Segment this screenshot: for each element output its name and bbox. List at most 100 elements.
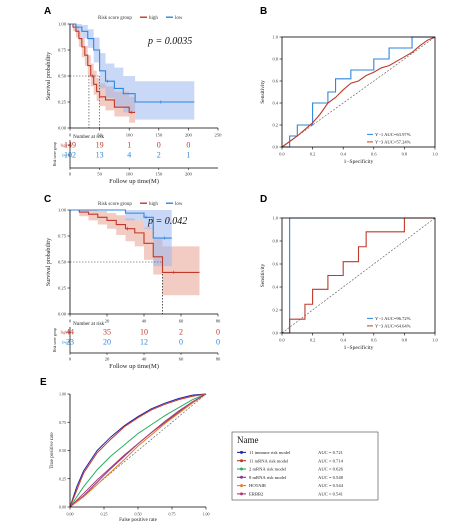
plot-frame — [281, 217, 436, 334]
risk-x-tick-label: 80 — [216, 357, 221, 362]
legend-label: 11 mRNA risk model — [249, 458, 289, 463]
x-tick-label: 0.25 — [101, 512, 108, 517]
risk-count: 44 — [66, 328, 74, 337]
risk-count: 0 — [216, 338, 220, 347]
risk-x-tick-label: 50 — [97, 172, 102, 177]
x-tick-label: 0.6 — [371, 152, 377, 157]
y-tick-label: 0.4 — [273, 285, 279, 290]
y-tick-label: 0.75 — [59, 420, 66, 425]
legend-auc: AUC = 0.541 — [318, 492, 344, 497]
axes-C: 0 20 40 60 80 0.00 0.25 0.50 0.75 1.00 — [58, 208, 221, 324]
plot-frame — [281, 36, 436, 148]
y-tick-label: 1.00 — [58, 22, 67, 27]
x-tick-label: 0.2 — [310, 338, 316, 343]
risk-count: 12 — [140, 338, 148, 347]
x-axis-title: 1−Specificity — [344, 344, 374, 351]
x-tick-label: 0.8 — [402, 152, 408, 157]
x-axis-title: Follow up time(M) — [109, 178, 159, 185]
risk-count: 20 — [103, 338, 111, 347]
legend-frame — [231, 431, 379, 501]
y-tick-label: 0.50 — [59, 448, 66, 453]
risk-count: 1 — [186, 151, 190, 160]
legend-marker — [240, 475, 243, 479]
y-tick-label: 0.6 — [273, 79, 279, 84]
roc-curve — [69, 393, 207, 508]
roc-legend: Y−1 AUC=63.97% Y−3 AUC=57.24% — [367, 132, 411, 145]
legend-marker — [240, 467, 243, 471]
x-tick-label: 0.0 — [279, 338, 285, 343]
y-axis-title: Survival probability — [46, 238, 52, 286]
y-tick-label: 0.75 — [58, 234, 67, 239]
x-tick-label: 0.8 — [402, 338, 408, 343]
risk-count: 19 — [96, 141, 104, 150]
risk-count: 23 — [66, 338, 74, 347]
x-tick-label: 50 — [97, 133, 102, 138]
roc-curve — [69, 393, 207, 508]
risk-count: 2 — [157, 151, 161, 160]
legend-label: ERBB2 — [249, 492, 264, 497]
roc-curve — [69, 393, 207, 508]
legend-label: Y−1 AUC=63.97% — [375, 132, 411, 137]
y-axis-title: Survival probability — [46, 52, 52, 100]
x-axis-title: Follow up time(M) — [109, 363, 159, 370]
reference-diagonal — [281, 217, 436, 334]
x-tick-label: 1.00 — [203, 512, 210, 517]
risk-row-label: low — [62, 341, 68, 345]
risk-row-label: low — [62, 154, 68, 158]
legend-label: Y−1 AUC=96.72% — [375, 316, 411, 321]
y-tick-label: 1.0 — [273, 35, 279, 40]
y-tick-label: 1.0 — [273, 216, 279, 221]
y-tick-label: 1.00 — [59, 392, 66, 397]
y-axis-title: Sensitivity — [260, 263, 266, 287]
x-tick-label: 40 — [142, 319, 147, 324]
y-tick-label: 1.00 — [58, 208, 67, 213]
x-tick-label: 20 — [105, 319, 110, 324]
km-curve-low — [70, 209, 172, 239]
risk-count: 102 — [64, 151, 76, 160]
risk-x-tick-label: 0 — [69, 357, 72, 362]
x-tick-label: 0.75 — [169, 512, 176, 517]
legend-label: high — [149, 16, 158, 21]
p-value: p = 0.0035 — [147, 36, 192, 47]
roc-curve — [69, 393, 207, 508]
roc-curve — [281, 36, 436, 148]
risk-table-title: Number at risk — [73, 321, 105, 327]
y-tick-label: 0.0 — [273, 145, 279, 150]
legend-label: 11 immune risk model — [249, 450, 291, 455]
legend-box: Name 11 immune risk model AUC = 0.721 11 mR… — [231, 431, 379, 501]
y-tick-label: 0.8 — [273, 57, 279, 62]
legend-marker — [240, 450, 243, 454]
x-tick-label: 0.4 — [340, 152, 346, 157]
legend-marker — [240, 492, 243, 496]
km-curve-low — [70, 23, 195, 103]
risk-row-label: high — [61, 331, 68, 335]
x-tick-label: 100 — [126, 133, 134, 138]
y-tick-label: 0.50 — [58, 260, 67, 265]
axes-E: 0.00 0.25 0.50 0.75 1.00 0.00 0.25 0.50 0.75 1.00 — [59, 392, 210, 517]
x-tick-label: 0.4 — [340, 338, 346, 343]
axes-B: 0.0 0.2 0.4 0.6 0.8 1.0 0.0 0.2 0.4 0.6 0.8 1.0 — [273, 35, 439, 157]
risk-x-tick-label: 40 — [142, 357, 147, 362]
y-tick-label: 0.2 — [273, 123, 279, 128]
risk-x-tick-label: 60 — [179, 357, 184, 362]
roc-curve — [282, 36, 435, 148]
risk-count: 0 — [216, 328, 220, 337]
km-legend: Risk score group high low — [98, 202, 183, 207]
risk-count: 0 — [186, 141, 190, 150]
y-tick-label: 0.00 — [58, 126, 67, 131]
km-curve-high — [70, 209, 200, 273]
x-tick-label: 0 — [69, 133, 72, 138]
y-tick-label: 0.8 — [273, 239, 279, 244]
legend-label: low — [175, 16, 183, 21]
ci-band-low — [70, 210, 172, 267]
x-tick-label: 200 — [185, 133, 193, 138]
risk-count: 1 — [127, 141, 131, 150]
y-tick-label: 0.75 — [58, 48, 67, 53]
x-tick-label: 1.0 — [432, 338, 438, 343]
panel-label: A — [44, 6, 51, 17]
risk-count: 0 — [179, 338, 183, 347]
x-tick-label: 0.00 — [67, 512, 74, 517]
